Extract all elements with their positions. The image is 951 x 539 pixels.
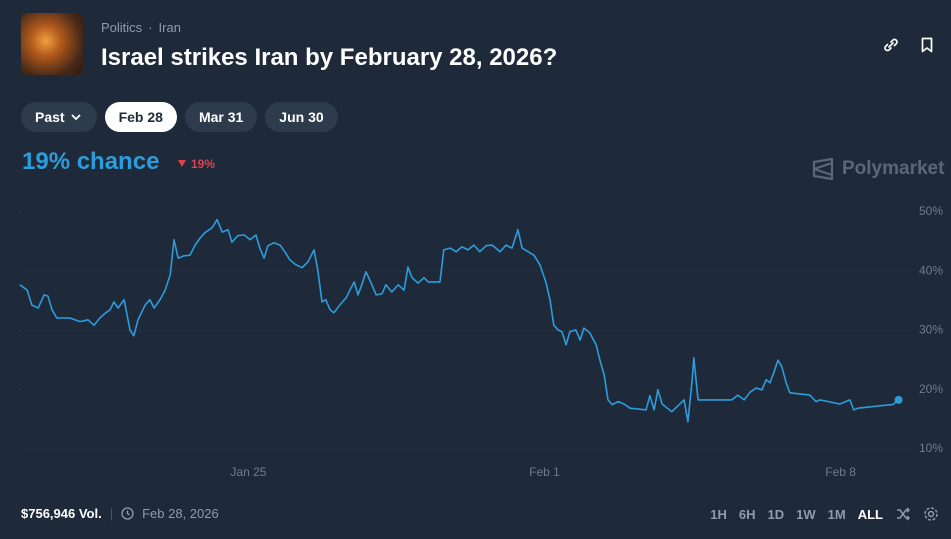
y-tick-label: 40%	[919, 263, 943, 277]
date-tabs: Past Feb 28 Mar 31 Jun 30	[21, 102, 338, 132]
x-tick-label: Feb 1	[529, 465, 560, 479]
bookmark-icon[interactable]	[918, 36, 936, 54]
range[interactable]: 1W	[796, 506, 816, 522]
link-icon[interactable]	[882, 36, 900, 54]
current-point	[894, 395, 903, 404]
tab-label: Past	[35, 109, 65, 125]
x-tick-label: Jan 25	[230, 465, 266, 479]
change-value: 19%	[191, 157, 216, 171]
tab-label: Feb 28	[118, 109, 163, 125]
change: 19%	[177, 157, 215, 171]
settings-icon[interactable]	[923, 506, 939, 522]
y-tick-label: 20%	[919, 382, 943, 396]
range[interactable]: 6H	[738, 506, 756, 522]
range-buttons: 1H 6H 1D 1W 1M ALL	[710, 506, 939, 522]
brand-name: Polymarket	[842, 158, 945, 179]
crumb[interactable]: Politics	[101, 20, 143, 35]
tab[interactable]: Feb 28	[104, 102, 177, 132]
tab[interactable]: Jun 30	[265, 102, 338, 132]
breadcrumb: Politics · Iran	[101, 20, 181, 35]
tab[interactable]: Past	[21, 102, 97, 132]
market-title: Israel strikes Iran by February 28, 2026…	[101, 44, 558, 71]
tab-label: Jun 30	[279, 109, 324, 125]
range[interactable]: 1D	[767, 506, 785, 522]
chart: 50% 40% 30% 20% 10% Jan 25 Feb 1 Feb 8	[19, 204, 943, 479]
volume: $756,946 Vol.	[21, 506, 102, 521]
x-tick-label: Feb 8	[825, 465, 856, 479]
crumb[interactable]: Iran	[158, 20, 181, 35]
y-tick-label: 10%	[919, 441, 943, 455]
price-line	[19, 218, 900, 423]
y-tick-label: 50%	[919, 204, 943, 218]
end-date: Feb 28, 2026	[142, 506, 219, 521]
tab[interactable]: Mar 31	[184, 102, 258, 132]
chance: 19% chance	[22, 148, 160, 175]
market-image	[21, 13, 83, 75]
range[interactable]: ALL	[857, 506, 883, 522]
tab-label: Mar 31	[198, 109, 244, 125]
y-tick-label: 30%	[919, 323, 943, 337]
brand: Polymarket	[812, 157, 944, 181]
range[interactable]: 1M	[827, 506, 846, 522]
range[interactable]: 1H	[710, 506, 727, 522]
shuffle-icon[interactable]	[895, 506, 911, 522]
footer: $756,946 Vol. | Feb 28, 2026	[21, 506, 219, 521]
